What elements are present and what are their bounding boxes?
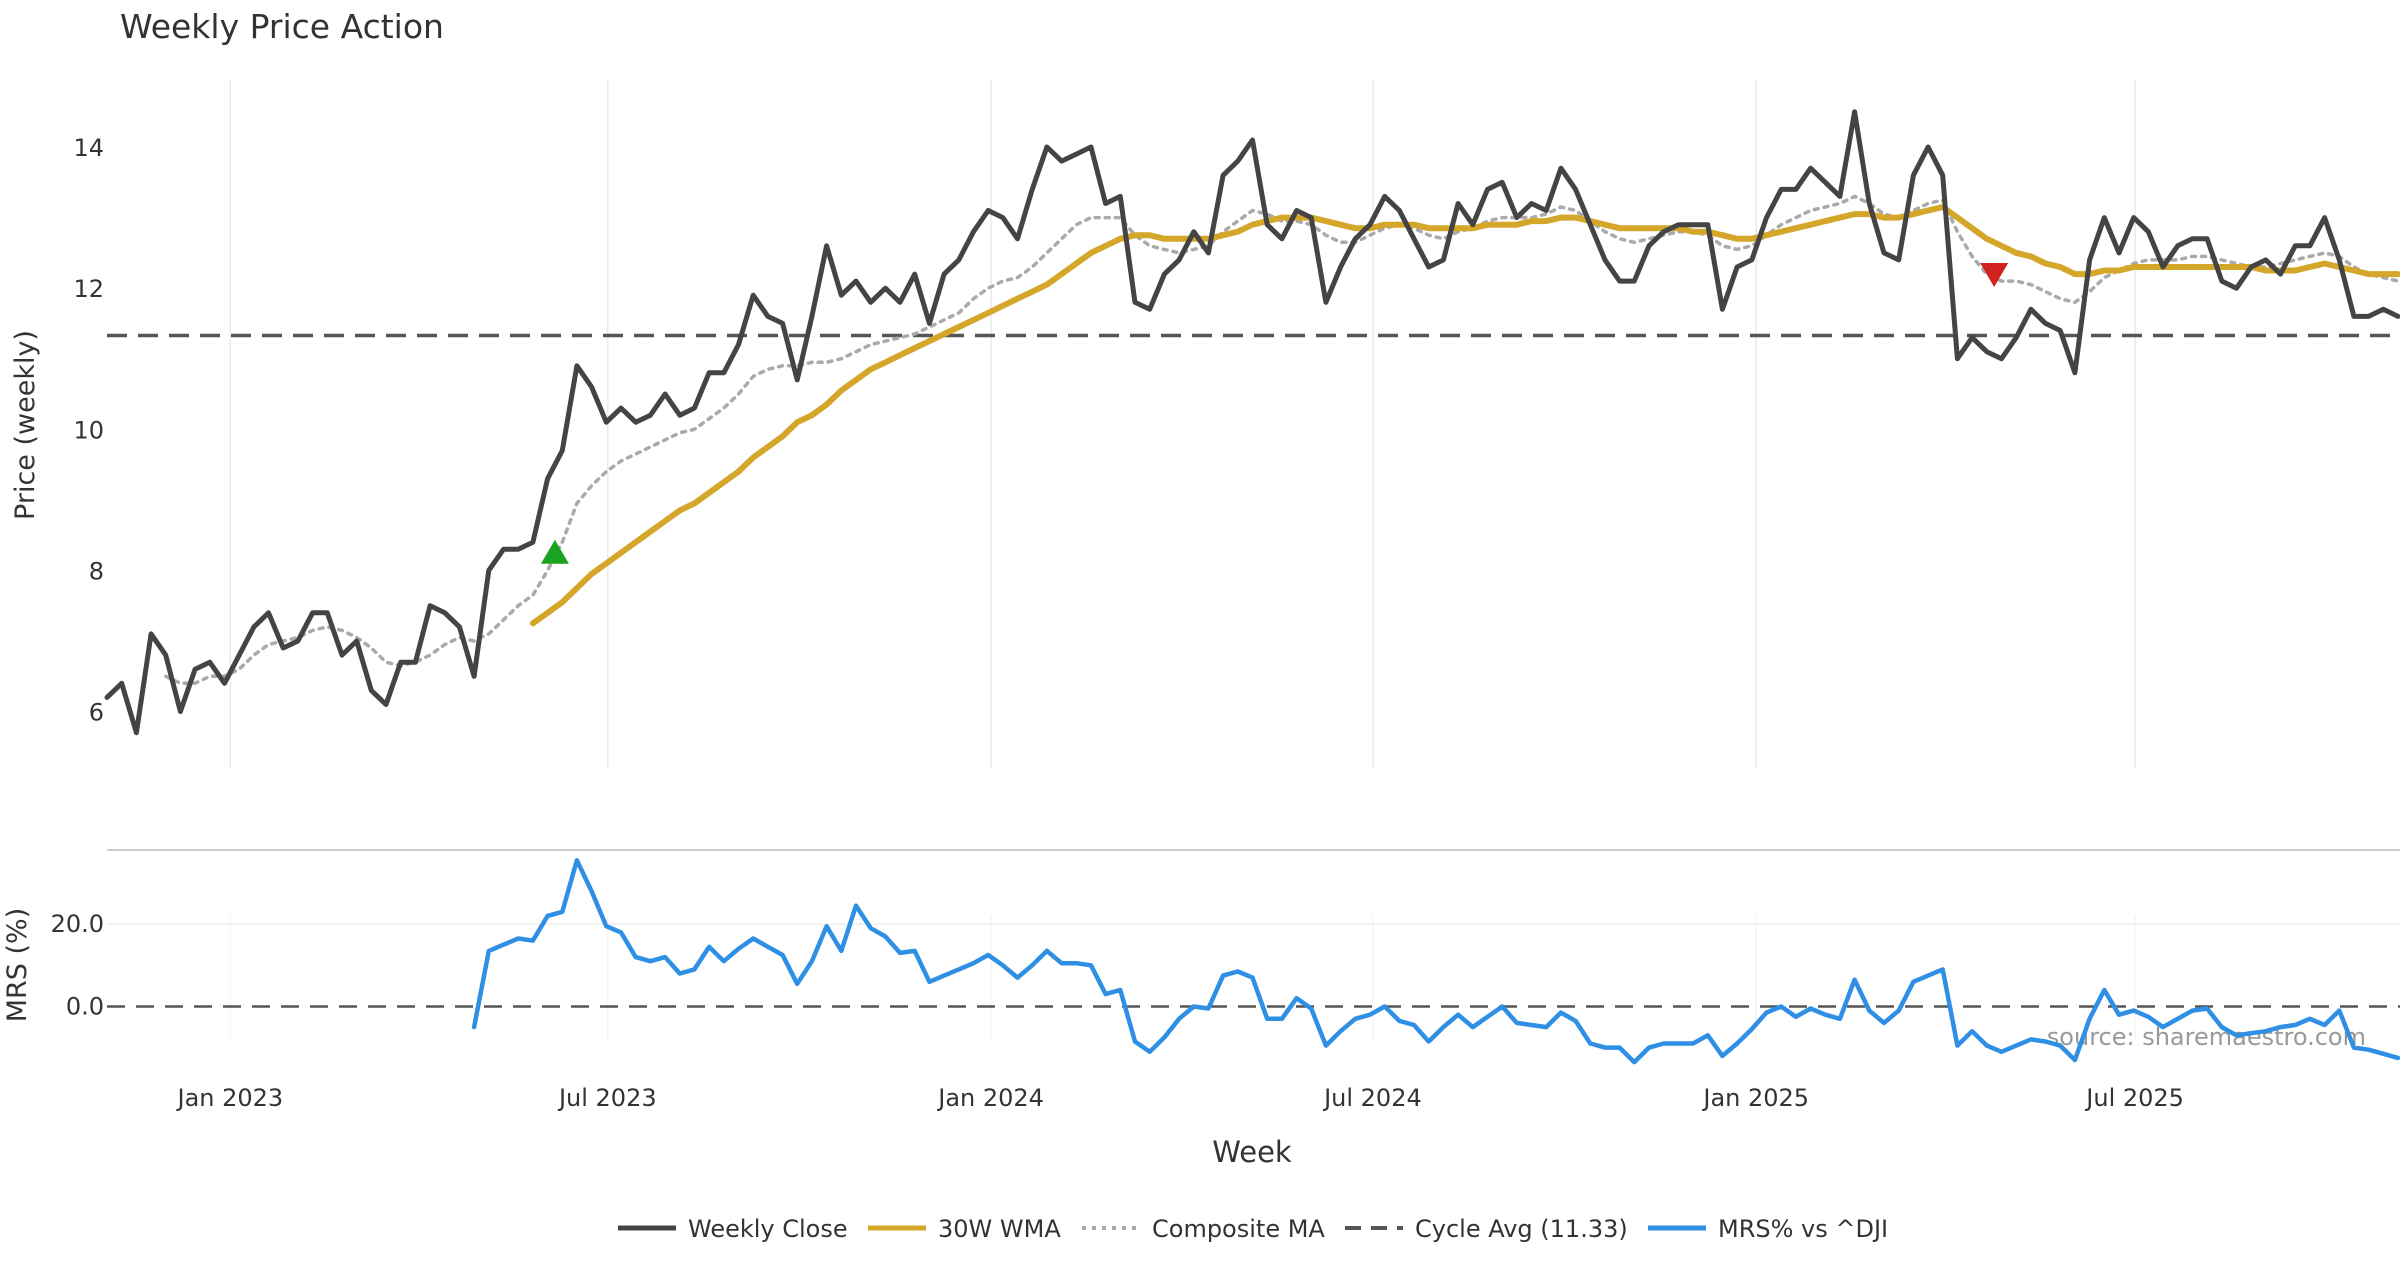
buy-signal-marker — [540, 539, 569, 564]
source-watermark: source: sharemaestro.com — [2047, 1023, 2366, 1051]
price-y-axis-label: Price (weekly) — [10, 330, 41, 520]
series-line-mrs-vs-dji — [471, 858, 2400, 1065]
x-tick-label: Jan 2025 — [1701, 1084, 1809, 1112]
series-line-30w-wma — [529, 204, 2400, 627]
mrs-y-tick-label: 0.0 — [66, 992, 104, 1020]
legend-label: Cycle Avg (11.33) — [1415, 1215, 1628, 1243]
legend-label: Weekly Close — [688, 1215, 848, 1243]
chart-title: Weekly Price Action — [120, 7, 444, 46]
series-line-weekly-close — [104, 109, 2400, 736]
mrs-y-axis-label: MRS (%) — [2, 908, 33, 1023]
price-y-tick-label: 8 — [89, 557, 104, 585]
price-y-tick-label: 10 — [73, 416, 104, 444]
price-y-tick-label: 12 — [73, 275, 104, 303]
legend-label: 30W WMA — [938, 1215, 1061, 1243]
legend-label: MRS% vs ^DJI — [1718, 1215, 1888, 1243]
x-tick-label: Jan 2024 — [936, 1084, 1044, 1112]
x-tick-label: Jan 2023 — [176, 1084, 284, 1112]
mrs-y-tick-label: 20.0 — [51, 910, 104, 938]
x-tick-label: Jul 2024 — [1322, 1084, 1422, 1112]
x-tick-label: Jul 2025 — [2084, 1084, 2184, 1112]
x-tick-label: Jul 2023 — [557, 1084, 657, 1112]
legend-label: Composite MA — [1152, 1215, 1325, 1243]
price-y-tick-label: 14 — [73, 134, 104, 162]
x-axis-label: Week — [1212, 1135, 1292, 1169]
series-line-composite-ma — [163, 194, 2400, 686]
price-y-tick-label: 6 — [89, 699, 104, 727]
sell-signal-marker — [1980, 263, 2009, 288]
